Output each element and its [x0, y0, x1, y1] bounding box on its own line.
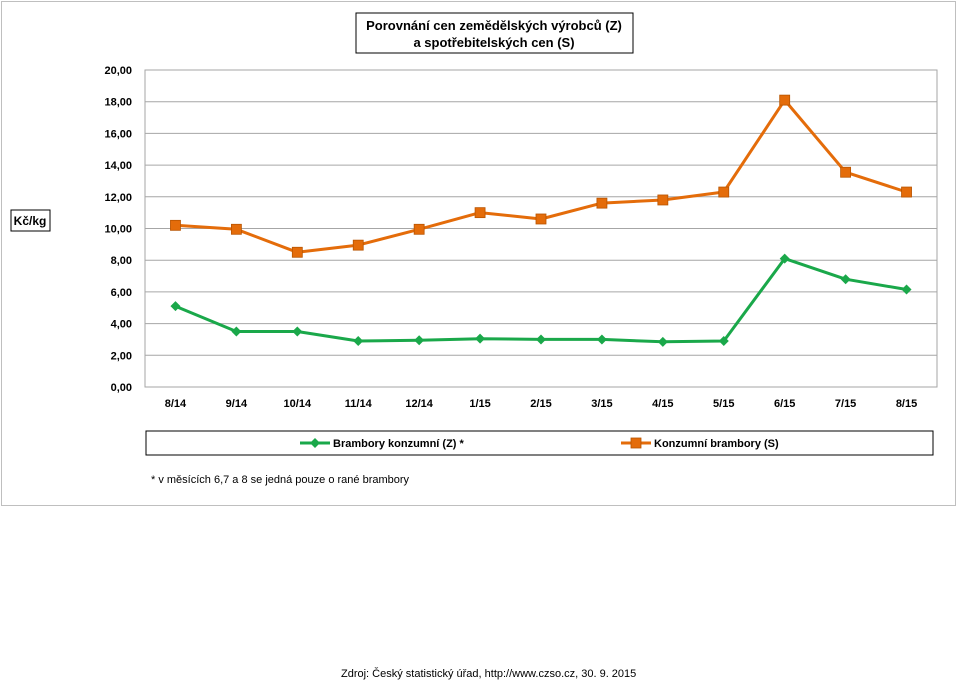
- data-point-series-2: [230, 223, 242, 235]
- chart-title-line1: Porovnání cen zemědělských výrobců (Z): [366, 18, 622, 33]
- x-tick-labels: 8/14 9/14 10/14 11/14 12/14 1/15 2/15 3/15 4/15 5…: [165, 398, 917, 410]
- y-axis-label-box: Kč/kg: [10, 209, 51, 232]
- x-tick-label: 7/15: [835, 398, 856, 410]
- y-axis-label: Kč/kg: [14, 214, 47, 228]
- y-tick-label: 14,00: [104, 160, 132, 172]
- y-tick-label: 16,00: [104, 128, 132, 140]
- y-tick-label: 4,00: [111, 319, 132, 331]
- data-point-series-2: [352, 239, 364, 251]
- data-point-series-1: [170, 301, 181, 312]
- y-tick-labels: 0,00 2,00 4,00 6,00 8,00 10,00 12,00 14,00 16,00…: [104, 65, 132, 394]
- source-note: Zdroj: Český statistický úřad, http://ww…: [341, 668, 637, 680]
- chart-footnote: * v měsících 6,7 a 8 se jedná pouze o ra…: [151, 474, 410, 486]
- legend-marker-series-2: [630, 437, 642, 449]
- data-point-series-2: [779, 94, 791, 106]
- data-point-series-2: [170, 219, 181, 231]
- y-tick-label: 8,00: [111, 255, 132, 267]
- data-point-series-1: [231, 326, 242, 337]
- legend-label-series-1: Brambory konzumní (Z) *: [333, 438, 465, 450]
- legend-item-series-2: Konzumní brambory (S): [621, 437, 779, 450]
- y-axis-label-border: [10, 209, 51, 232]
- x-tick-label: 4/15: [652, 398, 673, 410]
- data-point-series-2: [535, 213, 547, 225]
- x-tick-label: 9/14: [226, 398, 248, 410]
- chart-title-box: Porovnání cen zemědělských výrobců (Z) a…: [355, 12, 634, 54]
- data-point-series-1: [596, 334, 607, 345]
- data-point-series-1: [414, 335, 425, 346]
- data-point-series-1: [353, 336, 364, 347]
- data-point-series-1: [840, 274, 851, 285]
- x-tick-label: 10/14: [284, 398, 312, 410]
- y-tick-label: 18,00: [104, 97, 132, 109]
- data-point-series-2: [657, 194, 669, 206]
- y-tick-label: 0,00: [111, 382, 132, 394]
- x-tick-label: 6/15: [774, 398, 795, 410]
- y-tick-label: 2,00: [111, 350, 132, 362]
- data-point-series-1: [901, 284, 912, 295]
- data-point-series-2: [718, 186, 730, 198]
- title-border: [355, 12, 634, 54]
- gridlines: [145, 101, 937, 356]
- chart-svg: Porovnání cen zemědělských výrobců (Z) a…: [10, 12, 938, 486]
- x-tick-label: 5/15: [713, 398, 734, 410]
- x-tick-label: 8/14: [165, 398, 187, 410]
- legend: Brambory konzumní (Z) * Konzumní brambor…: [145, 430, 934, 456]
- data-point-series-1: [475, 333, 486, 344]
- series-line-2: [175, 98, 907, 254]
- legend-marker-series-1: [310, 438, 320, 448]
- series-line-1: [174, 257, 907, 344]
- data-point-series-2: [840, 166, 852, 178]
- x-tick-label: 8/15: [896, 398, 917, 410]
- legend-item-series-1: Brambory konzumní (Z) *: [300, 438, 465, 450]
- legend-label-series-2: Konzumní brambory (S): [654, 438, 779, 450]
- data-point-series-1: [657, 336, 668, 347]
- data-point-series-1: [718, 336, 729, 347]
- y-tick-label: 10,00: [104, 224, 132, 236]
- data-point-series-1: [292, 326, 303, 337]
- x-tick-label: 11/14: [345, 398, 373, 410]
- data-point-series-1: [536, 334, 546, 345]
- legend-border: [145, 430, 934, 456]
- series-layer: [170, 94, 912, 347]
- data-point-series-2: [291, 246, 303, 258]
- data-point-series-2: [474, 207, 486, 219]
- x-tick-label: 3/15: [591, 398, 612, 410]
- x-tick-label: 1/15: [469, 398, 490, 410]
- y-tick-label: 12,00: [104, 192, 132, 204]
- data-point-series-2: [413, 223, 425, 235]
- chart-title-line2: a spotřebitelských cen (S): [413, 35, 574, 50]
- chart-frame: Porovnání cen zemědělských výrobců (Z) a…: [1, 1, 956, 506]
- y-tick-label: 6,00: [111, 287, 132, 299]
- y-tick-label: 20,00: [104, 65, 132, 77]
- data-point-series-2: [901, 186, 912, 198]
- x-tick-label: 12/14: [405, 398, 433, 410]
- data-point-series-2: [596, 197, 608, 209]
- x-tick-label: 2/15: [530, 398, 551, 410]
